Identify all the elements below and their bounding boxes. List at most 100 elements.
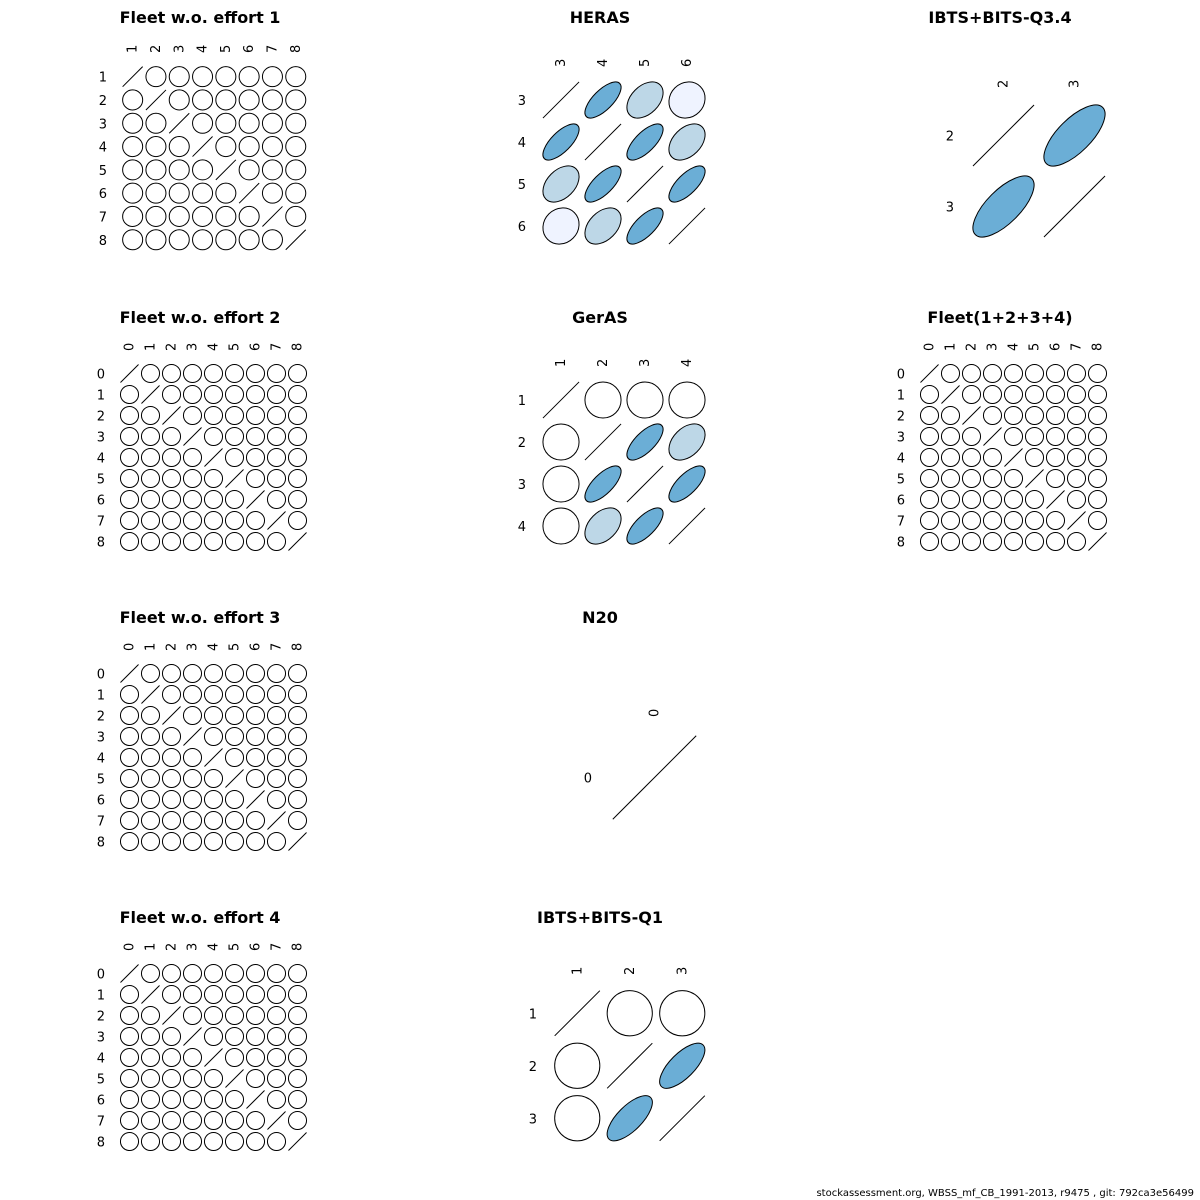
correlation-ellipse bbox=[1024, 426, 1045, 447]
correlation-ellipse bbox=[140, 726, 161, 747]
correlation-ellipse bbox=[161, 789, 182, 810]
correlation-ellipse bbox=[1003, 384, 1024, 405]
correlation-ellipse bbox=[961, 510, 982, 531]
column-label: 4 bbox=[680, 359, 695, 367]
correlation-ellipse bbox=[140, 1089, 161, 1110]
correlation-ellipse bbox=[1003, 363, 1024, 384]
diagonal-mark bbox=[941, 385, 960, 404]
correlation-ellipse bbox=[961, 468, 982, 489]
correlation-ellipse bbox=[203, 1026, 224, 1047]
column-label: 8 bbox=[291, 643, 306, 651]
correlation-ellipse bbox=[626, 507, 664, 545]
correlation-ellipse bbox=[182, 510, 203, 531]
correlation-ellipse bbox=[1045, 426, 1066, 447]
row-label: 8 bbox=[97, 1136, 105, 1151]
correlation-ellipse bbox=[119, 684, 140, 705]
diagonal-mark bbox=[183, 427, 202, 446]
column-label: 3 bbox=[172, 45, 187, 53]
correlation-ellipse bbox=[203, 1110, 224, 1131]
column-label: 1 bbox=[944, 343, 959, 351]
diagonal-mark bbox=[554, 990, 601, 1037]
correlation-ellipse bbox=[919, 468, 940, 489]
correlation-ellipse bbox=[161, 426, 182, 447]
correlation-ellipse bbox=[140, 789, 161, 810]
correlation-ellipse bbox=[1024, 531, 1045, 552]
correlation-ellipse bbox=[961, 426, 982, 447]
correlation-ellipse bbox=[182, 1089, 203, 1110]
diagonal-mark bbox=[668, 507, 706, 545]
correlation-ellipse bbox=[285, 182, 307, 204]
correlation-ellipse bbox=[982, 363, 1003, 384]
correlation-ellipse bbox=[606, 990, 653, 1037]
correlation-ellipse bbox=[266, 1068, 287, 1089]
column-label: 6 bbox=[680, 59, 695, 67]
correlation-ellipse bbox=[161, 1110, 182, 1131]
correlation-ellipse bbox=[182, 405, 203, 426]
row-label: 2 bbox=[946, 130, 954, 145]
diagonal-mark bbox=[204, 1048, 223, 1067]
correlation-ellipse bbox=[668, 465, 706, 503]
diagonal-mark bbox=[983, 427, 1002, 446]
correlation-ellipse bbox=[161, 531, 182, 552]
correlation-ellipse bbox=[182, 768, 203, 789]
panel-title: Fleet(1+2+3+4) bbox=[927, 308, 1072, 327]
correlation-ellipse bbox=[287, 468, 308, 489]
correlation-ellipse bbox=[584, 465, 622, 503]
correlation-ellipse bbox=[182, 489, 203, 510]
correlation-ellipse bbox=[287, 1110, 308, 1131]
correlation-ellipse bbox=[203, 468, 224, 489]
correlation-ellipse bbox=[245, 726, 266, 747]
row-label: 4 bbox=[518, 136, 526, 151]
correlation-ellipse bbox=[1087, 426, 1108, 447]
footer-credit: stockassessment.org, WBSS_mf_CB_1991-201… bbox=[816, 1188, 1194, 1199]
row-label: 8 bbox=[99, 234, 107, 249]
column-label: 5 bbox=[228, 943, 243, 951]
row-label: 3 bbox=[97, 431, 105, 446]
diagonal-mark bbox=[168, 112, 190, 134]
correlation-ellipse bbox=[182, 1005, 203, 1026]
correlation-ellipse bbox=[119, 531, 140, 552]
column-label: 4 bbox=[207, 343, 222, 351]
diagonal-mark bbox=[120, 964, 139, 983]
diagonal-mark bbox=[542, 81, 580, 119]
correlation-ellipse bbox=[919, 405, 940, 426]
correlation-ellipse bbox=[182, 789, 203, 810]
correlation-ellipse bbox=[245, 405, 266, 426]
correlation-ellipse bbox=[245, 510, 266, 531]
correlation-ellipse bbox=[1003, 531, 1024, 552]
correlation-ellipse bbox=[285, 205, 307, 227]
row-label: 7 bbox=[897, 515, 905, 530]
diagonal-mark bbox=[238, 182, 260, 204]
correlation-ellipse bbox=[1045, 510, 1066, 531]
correlation-ellipse bbox=[192, 66, 214, 88]
column-label: 5 bbox=[228, 643, 243, 651]
correlation-ellipse bbox=[1024, 363, 1045, 384]
correlation-ellipse bbox=[140, 1068, 161, 1089]
correlation-ellipse bbox=[145, 229, 167, 251]
column-label: 1 bbox=[126, 45, 141, 53]
column-label: 4 bbox=[196, 45, 211, 53]
correlation-ellipse bbox=[182, 663, 203, 684]
column-label: 3 bbox=[675, 967, 690, 975]
correlation-ellipse bbox=[1087, 468, 1108, 489]
correlation-ellipse bbox=[245, 468, 266, 489]
correlation-ellipse bbox=[1087, 363, 1108, 384]
correlation-ellipse bbox=[287, 747, 308, 768]
correlation-ellipse bbox=[266, 384, 287, 405]
correlation-ellipse bbox=[122, 205, 144, 227]
diagonal-mark bbox=[1004, 448, 1023, 467]
correlation-ellipse bbox=[224, 447, 245, 468]
correlation-ellipse bbox=[940, 510, 961, 531]
correlation-ellipse bbox=[203, 1005, 224, 1026]
correlation-ellipse bbox=[161, 384, 182, 405]
correlation-ellipse bbox=[161, 663, 182, 684]
correlation-ellipse bbox=[919, 531, 940, 552]
correlation-ellipse bbox=[245, 531, 266, 552]
panel-title: HERAS bbox=[570, 8, 631, 27]
correlation-ellipse bbox=[1024, 447, 1045, 468]
correlation-ellipse bbox=[940, 426, 961, 447]
correlation-ellipse bbox=[919, 489, 940, 510]
correlation-ellipse bbox=[606, 1095, 653, 1142]
correlation-ellipse bbox=[224, 363, 245, 384]
correlation-ellipse bbox=[238, 229, 260, 251]
